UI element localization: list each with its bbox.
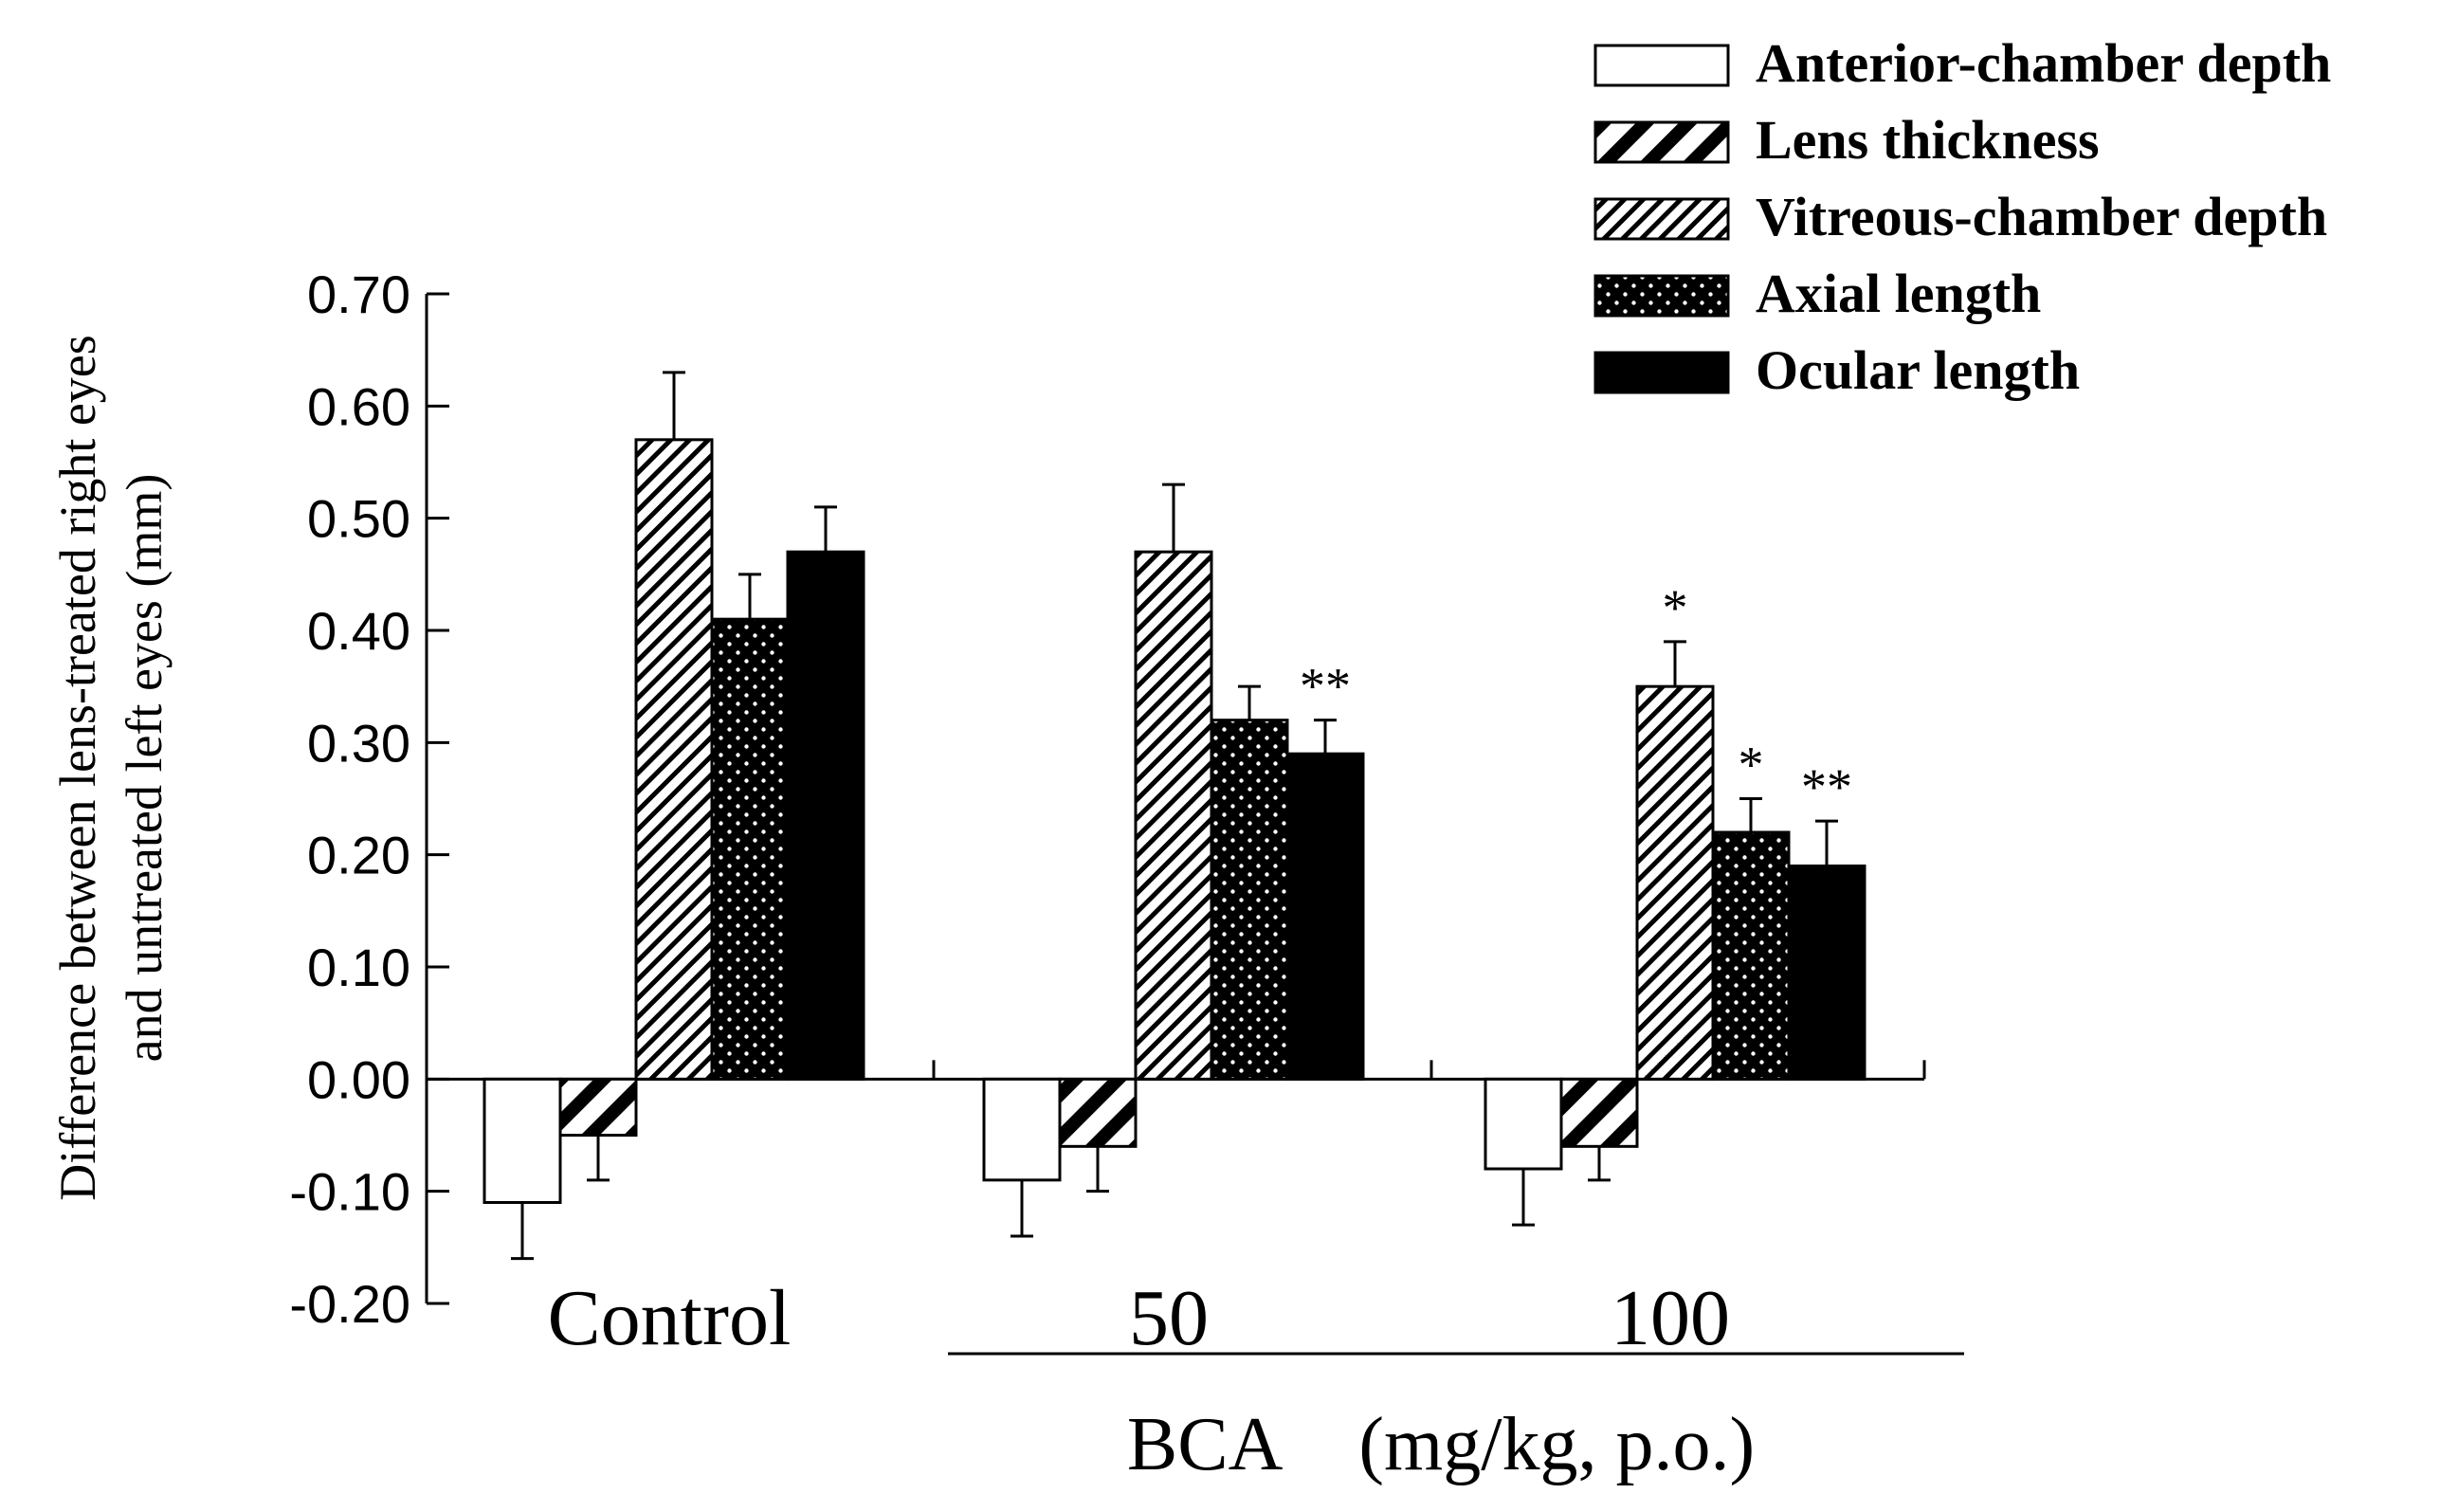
y-tick-label: 0.00	[307, 1049, 410, 1109]
x-category-label: 50	[1129, 1274, 1209, 1362]
x-category-label: 100	[1611, 1274, 1730, 1362]
legend: Anterior-chamber depth Lens thickness Vitr…	[1593, 32, 2331, 401]
y-tick-label: 0.10	[307, 938, 410, 997]
legend-label: Vitreous-chamber depth	[1756, 186, 2327, 247]
legend-label: Axial length	[1756, 263, 2041, 324]
legend-label: Lens thickness	[1756, 109, 2100, 171]
x-category-label: Control	[548, 1274, 792, 1362]
y-axis-title: Difference between lens-treated right ey…	[49, 335, 173, 1201]
y-tick-label: 0.30	[307, 713, 410, 773]
legend-label: Ocular length	[1756, 339, 2080, 401]
bars	[482, 438, 1866, 1205]
bar	[1210, 719, 1289, 1081]
legend-swatch	[1593, 44, 1730, 87]
y-tick-label: -0.10	[289, 1162, 410, 1222]
bar	[1134, 550, 1213, 1081]
bar	[710, 617, 790, 1081]
x-axis-categories: Control 50 100 BCA (mg/kg, p.o.)	[548, 1274, 1964, 1486]
y-tick-label: 0.50	[307, 489, 410, 549]
significance-marker: **	[1300, 658, 1351, 715]
y-axis-title-line: Difference between lens-treated right ey…	[49, 335, 106, 1201]
significance-markers: ******	[1300, 579, 1852, 815]
significance-marker: *	[1739, 737, 1764, 793]
bar	[558, 1077, 638, 1138]
bar	[786, 550, 865, 1081]
bar	[1711, 830, 1791, 1081]
significance-marker: **	[1801, 758, 1852, 815]
significance-marker: *	[1663, 579, 1688, 636]
y-axis-ticks: 0.70 0.60 0.50 0.40 0.30 0.20 0.10 0.00 -0.10 -0.…	[289, 264, 449, 1334]
bar	[982, 1077, 1062, 1182]
bar	[1058, 1077, 1138, 1148]
bca-dose-label: BCA (mg/kg, p.o.)	[1127, 1403, 1755, 1486]
legend-label: Anterior-chamber depth	[1756, 32, 2331, 94]
bar	[1787, 865, 1866, 1081]
y-tick-label: 0.40	[307, 601, 410, 661]
bar	[1635, 684, 1715, 1081]
legend-swatch	[1593, 351, 1730, 394]
y-tick-label: 0.20	[307, 826, 410, 885]
bar	[1285, 752, 1365, 1081]
bar	[634, 438, 714, 1081]
legend-swatch	[1593, 274, 1730, 318]
y-axis-title-line: and untreated left eyes (mm)	[116, 474, 173, 1063]
y-tick-label: -0.20	[289, 1274, 410, 1334]
legend-swatch	[1593, 197, 1730, 241]
legend-swatch	[1593, 120, 1730, 164]
bar	[1559, 1077, 1639, 1148]
y-tick-label: 0.60	[307, 376, 410, 436]
bar	[482, 1077, 562, 1205]
error-bars	[511, 371, 1838, 1261]
bar	[1484, 1077, 1563, 1171]
y-tick-label: 0.70	[307, 264, 410, 324]
